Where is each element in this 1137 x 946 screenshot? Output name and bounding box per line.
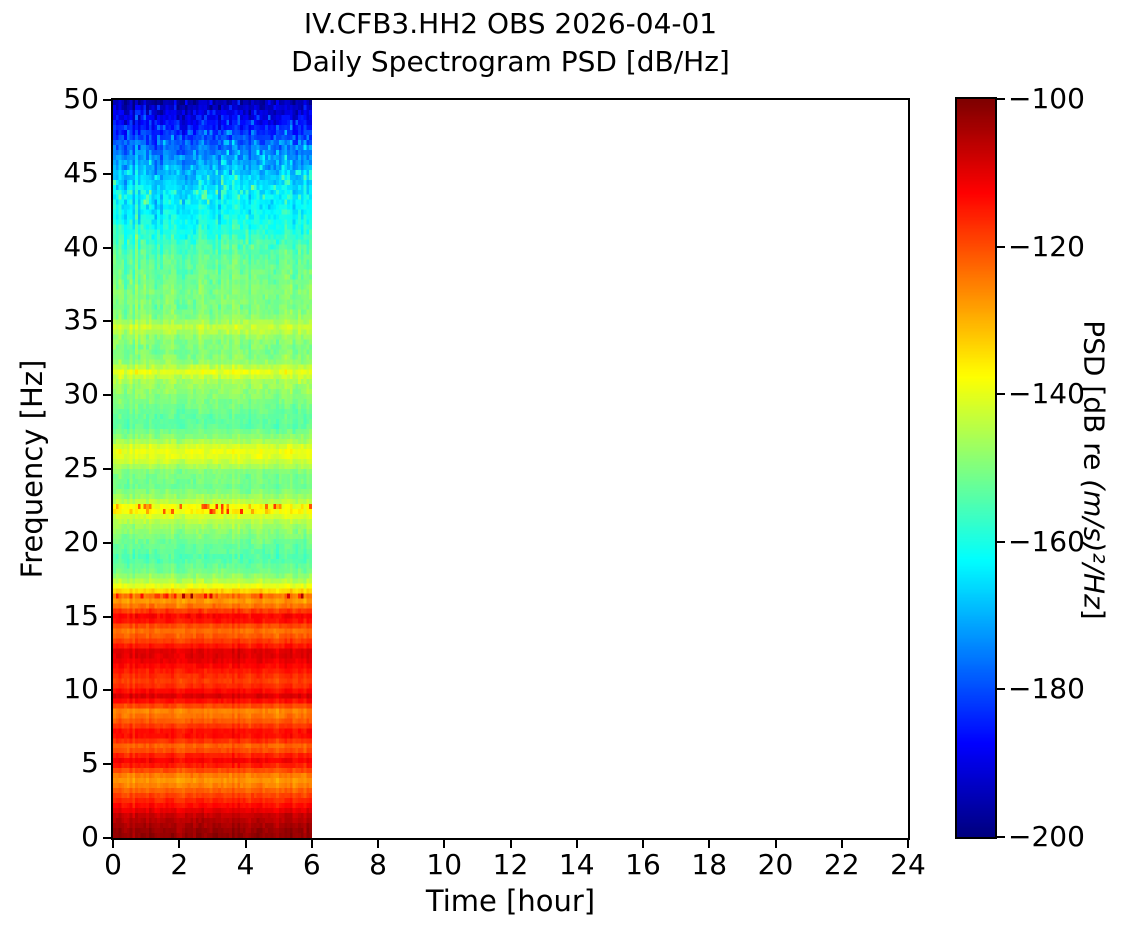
colorbar-tick-label: −180 (1008, 672, 1085, 706)
y-tick (103, 320, 111, 323)
chart-title-line2: Daily Spectrogram PSD [dB/Hz] (291, 45, 730, 78)
x-tick-label: 8 (369, 848, 387, 881)
y-tick-label: 35 (63, 303, 99, 337)
x-tick-label: 16 (625, 848, 661, 881)
colorbar-tick-label: −100 (1008, 81, 1085, 115)
x-tick-label: 24 (890, 848, 926, 881)
y-tick-label: 20 (63, 524, 99, 558)
y-tick-label: 15 (63, 598, 99, 632)
colorbar-tick-label: −120 (1008, 229, 1085, 263)
colorbar-tick (997, 540, 1005, 543)
y-tick (103, 763, 111, 766)
colorbar-tick (997, 688, 1005, 691)
x-tick-label: 22 (823, 848, 860, 881)
colorbar (955, 97, 997, 839)
y-tick (103, 837, 111, 839)
x-tick (178, 840, 181, 848)
y-tick-label: 45 (63, 155, 99, 189)
colorbar-tick (997, 245, 1005, 248)
x-tick (112, 840, 114, 848)
x-tick (244, 840, 247, 848)
colorbar-tick (997, 836, 1005, 838)
y-tick (103, 394, 111, 397)
x-axis-label: Time [hour] (425, 884, 596, 918)
x-tick (310, 840, 313, 848)
x-tick (708, 840, 711, 848)
colorbar-label: PSD [dB re (m/s)²/Hz] (1078, 320, 1111, 619)
x-tick-label: 4 (236, 848, 255, 881)
y-tick (103, 172, 111, 175)
x-tick-label: 0 (104, 848, 122, 881)
x-tick (377, 840, 379, 848)
x-tick (774, 840, 777, 848)
y-tick-label: 25 (63, 451, 99, 485)
x-tick (840, 840, 843, 848)
x-tick (907, 840, 909, 848)
chart-title: IV.CFB3.HH2 OBS 2026-04-01 Daily Spectro… (113, 5, 908, 81)
colorbar-tick-label: −140 (1008, 377, 1085, 411)
colorbar-tick (997, 98, 1005, 100)
colorbar-gradient (957, 99, 995, 837)
x-tick-label: 10 (426, 848, 463, 881)
y-tick-label: 10 (63, 672, 99, 706)
y-tick (103, 541, 111, 544)
x-tick (642, 840, 644, 848)
y-tick-label: 0 (81, 820, 99, 854)
x-tick-label: 12 (492, 848, 529, 881)
y-tick (103, 246, 111, 249)
chart-title-line1: IV.CFB3.HH2 OBS 2026-04-01 (303, 7, 718, 40)
colorbar-tick-label: −160 (1008, 524, 1085, 558)
spectrogram-heatmap (113, 100, 312, 838)
x-tick-label: 20 (757, 848, 794, 881)
y-tick-label: 40 (63, 229, 99, 263)
y-tick (103, 615, 111, 618)
x-tick-label: 18 (691, 848, 728, 881)
x-tick (443, 840, 446, 848)
y-tick-label: 50 (63, 82, 99, 116)
no-data-region (311, 100, 908, 838)
x-tick (509, 840, 512, 848)
y-tick-label: 5 (81, 746, 99, 780)
x-tick (575, 840, 578, 848)
colorbar-tick (997, 393, 1005, 396)
colorbar-tick-label: −200 (1008, 819, 1085, 853)
x-tick-label: 2 (170, 848, 189, 881)
y-tick (103, 468, 111, 470)
colorbar-label-suffix: ] (1077, 608, 1111, 620)
y-tick (103, 99, 111, 101)
x-tick-label: 14 (558, 848, 595, 881)
y-tick-label: 30 (63, 377, 99, 411)
x-tick-label: 6 (302, 848, 321, 881)
y-tick (103, 689, 111, 692)
